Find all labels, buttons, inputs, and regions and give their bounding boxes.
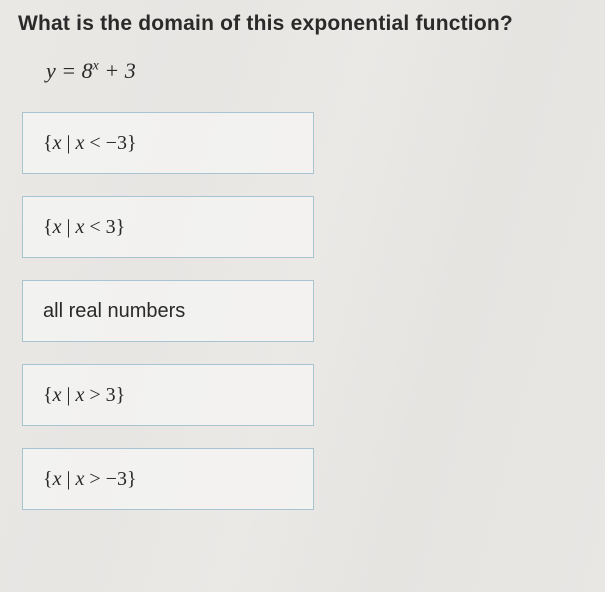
option-1[interactable]: {x | x < −3} bbox=[22, 112, 314, 174]
question-text: What is the domain of this exponential f… bbox=[18, 12, 587, 36]
equation-lhs: y bbox=[46, 58, 56, 83]
equation-tail: + 3 bbox=[99, 58, 136, 83]
options-container: {x | x < −3} {x | x < 3} all real number… bbox=[22, 112, 587, 510]
option-5[interactable]: {x | x > −3} bbox=[22, 448, 314, 510]
option-5-text: {x | x > −3} bbox=[43, 468, 137, 491]
option-4-text: {x | x > 3} bbox=[43, 384, 125, 407]
option-3-text: all real numbers bbox=[43, 300, 185, 323]
option-2-text: {x | x < 3} bbox=[43, 216, 125, 239]
option-2[interactable]: {x | x < 3} bbox=[22, 196, 314, 258]
option-4[interactable]: {x | x > 3} bbox=[22, 364, 314, 426]
equation-base: 8 bbox=[82, 58, 93, 83]
equation: y = 8x + 3 bbox=[46, 58, 587, 84]
option-3[interactable]: all real numbers bbox=[22, 280, 314, 342]
option-1-text: {x | x < −3} bbox=[43, 132, 137, 155]
equation-eq: = bbox=[56, 58, 82, 83]
